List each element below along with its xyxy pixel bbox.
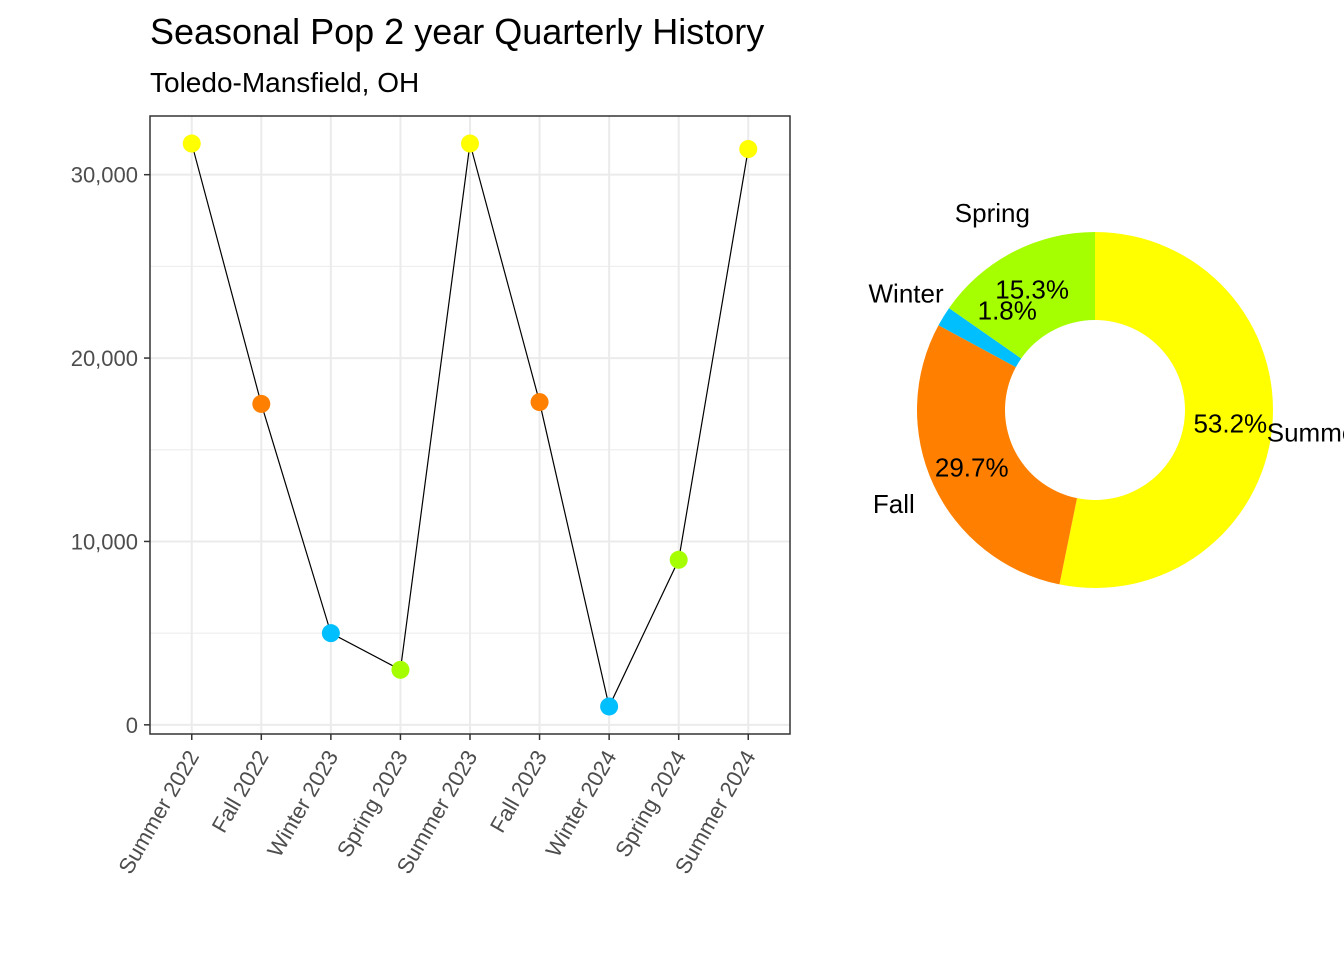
slice-percent-label: 53.2%	[1193, 409, 1267, 439]
donut-slice	[938, 308, 1022, 368]
line-chart-panel: 0 10,000 20,000 30,000 Summer 2022 Fall 2022…	[71, 115, 791, 878]
slice-percent-label: 1.8%	[978, 296, 1037, 326]
y-axis: 0 10,000 20,000 30,000	[71, 163, 150, 738]
slice-category-label: Fall	[873, 489, 915, 519]
donut-slice	[1059, 232, 1274, 588]
donut-slice	[917, 325, 1078, 585]
slice-percent-label: 29.7%	[935, 453, 1009, 483]
y-tick-label: 30,000	[71, 163, 138, 188]
x-tick-label: Spring 2023	[332, 746, 413, 861]
slice-category-label: Summer	[1267, 417, 1344, 447]
data-point	[600, 697, 619, 716]
x-tick-label: Fall 2022	[207, 746, 274, 837]
data-point	[739, 140, 758, 159]
y-tick-label: 10,000	[71, 529, 138, 554]
x-tick-label: Summer 2022	[113, 746, 204, 878]
y-tick-label: 0	[126, 713, 138, 738]
chart-title: Seasonal Pop 2 year Quarterly History	[150, 11, 764, 52]
x-tick-label: Winter 2024	[540, 746, 621, 861]
data-point	[391, 660, 410, 679]
data-point	[530, 393, 549, 412]
slice-category-label: Winter	[869, 278, 944, 308]
line-series	[182, 134, 758, 716]
y-tick-label: 20,000	[71, 346, 138, 371]
donut-chart: 53.2% 29.7% 1.8%15.3% Summer Fall Winter Sprin…	[869, 198, 1344, 588]
slice-percent-label: 15.3%	[995, 274, 1069, 304]
slice-category-label: Spring	[955, 198, 1030, 228]
x-tick-label: Winter 2023	[262, 746, 343, 861]
data-point	[461, 134, 479, 153]
donut-slice	[949, 232, 1095, 359]
x-tick-label: Spring 2024	[610, 746, 691, 861]
x-tick-label: Fall 2023	[485, 746, 552, 837]
panel-border	[149, 115, 791, 735]
data-point	[182, 134, 201, 153]
data-point	[321, 624, 340, 643]
grid-lines	[150, 116, 790, 734]
chart-subtitle: Toledo-Mansfield, OH	[150, 67, 419, 98]
data-point	[669, 550, 688, 569]
data-point	[252, 394, 271, 413]
